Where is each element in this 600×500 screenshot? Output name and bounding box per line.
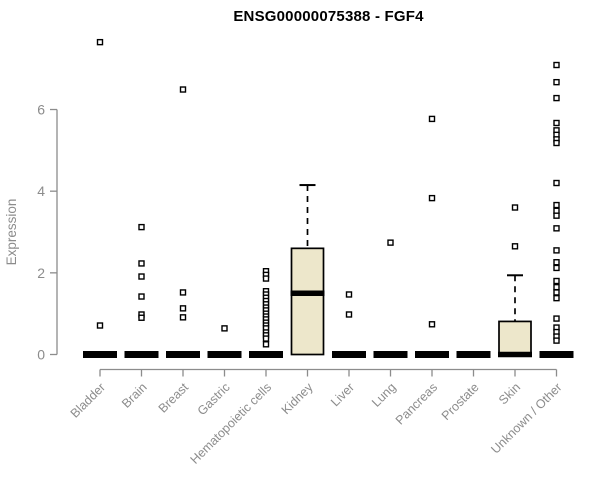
outlier-point <box>553 61 560 69</box>
outlier-point <box>553 283 560 291</box>
outlier-point <box>138 314 145 321</box>
outlier-point <box>553 78 560 86</box>
outlier-point <box>138 260 145 267</box>
outlier-point <box>345 311 353 318</box>
x-tick-label: Hematopoietic cells <box>188 380 275 467</box>
outlier-point <box>553 289 560 296</box>
median-line <box>456 351 491 358</box>
outlier-point <box>138 273 145 280</box>
y-axis-label: Expression <box>4 199 19 266</box>
x-tick-label: Liver <box>328 380 357 409</box>
median-line <box>373 351 408 358</box>
outlier-point <box>553 315 560 322</box>
outlier-point <box>179 305 187 312</box>
outlier-point <box>387 239 394 246</box>
median-line <box>207 351 242 358</box>
outlier-point <box>428 194 436 202</box>
median-line <box>83 351 117 358</box>
y-tick-label: 0 <box>37 347 45 363</box>
median-line <box>539 351 574 358</box>
x-tick-label: Prostate <box>439 380 482 423</box>
box <box>290 247 325 356</box>
x-tick-label: Gastric <box>195 380 233 418</box>
outlier-point <box>553 94 560 102</box>
median-line <box>290 290 325 297</box>
x-tick-label: Unknown / Other <box>488 380 564 456</box>
outlier-point <box>262 341 270 348</box>
outlier-point <box>553 119 560 127</box>
box <box>498 320 532 356</box>
outlier-point <box>138 293 145 300</box>
median-line <box>249 351 283 358</box>
outlier-point <box>553 212 560 219</box>
outlier-point <box>179 289 187 296</box>
outlier-point <box>179 86 187 93</box>
median-line <box>332 351 366 358</box>
outlier-point <box>553 179 560 187</box>
outlier-point <box>262 335 270 342</box>
y-tick-label: 4 <box>37 183 45 199</box>
x-tick-label: Brain <box>119 380 150 411</box>
outlier-point <box>511 243 519 250</box>
chart-title: ENSG00000075388 - FGF4 <box>233 8 424 25</box>
outlier-point <box>553 277 560 285</box>
outlier-point <box>428 115 436 123</box>
outlier-point <box>428 321 436 328</box>
x-tick-label: Pancreas <box>393 380 440 427</box>
outlier-point <box>345 291 353 298</box>
outlier-point <box>511 204 519 211</box>
outlier-point <box>553 294 560 302</box>
outlier-point <box>553 337 560 344</box>
x-tick-label: Kidney <box>279 380 316 417</box>
outlier-point <box>553 247 560 254</box>
outlier-point <box>553 139 560 147</box>
median-line <box>415 351 449 358</box>
outlier-point <box>553 201 560 209</box>
y-tick-label: 2 <box>37 265 45 281</box>
outlier-point <box>96 38 104 46</box>
x-tick-label: Breast <box>156 380 192 416</box>
outlier-point <box>553 225 560 232</box>
outlier-point <box>553 264 560 272</box>
outlier-point <box>553 259 560 266</box>
y-tick-label: 6 <box>37 102 45 118</box>
outlier-point <box>179 314 187 321</box>
median-line <box>498 351 532 358</box>
median-line <box>166 351 200 358</box>
outlier-point <box>221 325 228 332</box>
outlier-point <box>138 223 145 231</box>
x-tick-label: Bladder <box>68 380 108 420</box>
x-tick-label: Skin <box>496 380 523 407</box>
x-tick-label: Lung <box>369 380 399 410</box>
outlier-point <box>96 322 104 329</box>
median-line <box>124 351 159 358</box>
outlier-point <box>262 275 270 282</box>
